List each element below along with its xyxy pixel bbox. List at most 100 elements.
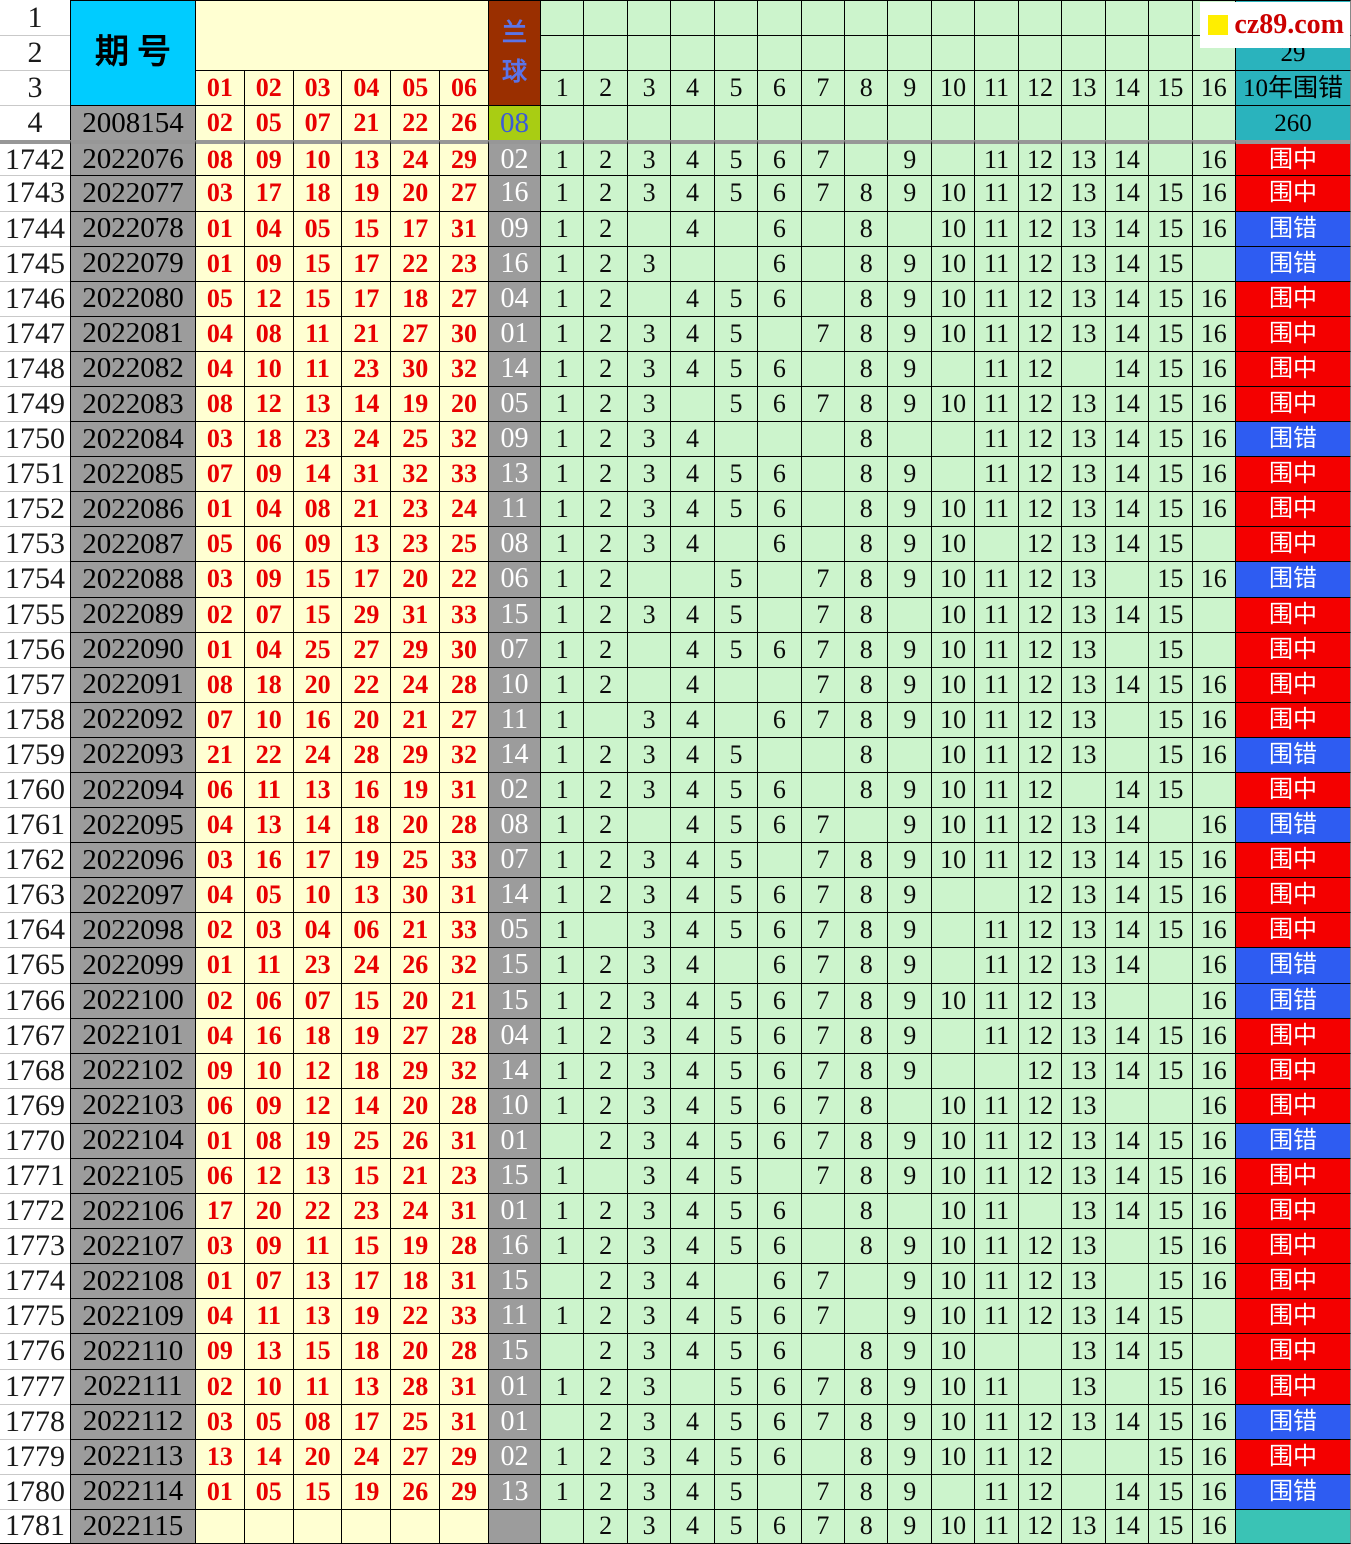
row-index-label: 1742 [0, 140, 70, 176]
status-cell: 围中 [1234, 842, 1351, 878]
grid-mark-cell: 16 [1191, 1193, 1235, 1229]
grid-mark-cell: 6 [757, 526, 801, 562]
grid-mark-cell: 1 [539, 736, 584, 772]
grid-column-header: 3 [626, 70, 671, 106]
grid-mark-cell: 10 [930, 1122, 975, 1158]
grid-mark-cell: 2 [583, 385, 627, 422]
grid-spacer-cell [800, 0, 845, 36]
grid-mark-cell [930, 877, 975, 913]
grid-mark-cell: 11 [974, 1017, 1018, 1053]
grid-mark-cell: 5 [713, 385, 758, 422]
grid-mark-cell: 12 [1017, 280, 1062, 316]
status-cell: 围中 [1234, 1298, 1351, 1334]
grid-mark-cell: 8 [844, 701, 888, 737]
red-ball-cell: 08 [243, 1122, 293, 1158]
red-ball-cell: 32 [439, 947, 488, 983]
red-ball-cell: 24 [390, 1193, 440, 1229]
grid-mark-cell: 11 [974, 736, 1018, 772]
grid-mark-cell: 2 [583, 1193, 627, 1229]
grid-mark-cell: 10 [930, 526, 975, 562]
red-ball-cell: 24 [390, 140, 440, 176]
grid-mark-cell: 15 [1148, 701, 1192, 737]
grid-mark-cell: 1 [539, 842, 584, 878]
grid-spacer-cell [1017, 105, 1062, 141]
grid-mark-cell: 16 [1191, 736, 1235, 772]
grid-mark-cell: 6 [757, 1052, 801, 1088]
red-ball-cell: 32 [390, 456, 440, 492]
grid-mark-cell [1061, 1473, 1105, 1509]
grid-mark-cell: 15 [1148, 245, 1192, 281]
grid-mark-cell: 15 [1148, 350, 1192, 386]
grid-mark-cell: 10 [930, 175, 975, 211]
grid-mark-cell: 5 [713, 596, 758, 632]
blue-ball-cell: 16 [487, 175, 540, 211]
grid-mark-cell: 4 [670, 526, 714, 562]
grid-mark-cell: 15 [1148, 421, 1192, 457]
red-ball-cell: 30 [439, 631, 488, 667]
grid-mark-cell: 6 [757, 1403, 801, 1439]
grid-mark-cell: 9 [887, 947, 931, 983]
blue-ball-cell: 14 [487, 1052, 540, 1088]
grid-mark-cell: 7 [800, 1157, 845, 1194]
red-ball-cell: 17 [341, 280, 391, 316]
row-index-label: 1767 [0, 1017, 70, 1053]
red-ball-cell: 24 [390, 666, 440, 702]
grid-mark-cell: 7 [800, 701, 845, 737]
grid-mark-cell: 6 [757, 175, 801, 211]
blue-ball-cell: 07 [487, 842, 540, 878]
grid-mark-cell: 9 [887, 1473, 931, 1509]
blue-ball-cell: 11 [487, 491, 540, 527]
grid-mark-cell: 11 [974, 140, 1018, 176]
grid-mark-cell: 12 [1017, 561, 1062, 597]
blue-ball-cell: 10 [487, 1087, 540, 1123]
grid-mark-cell: 15 [1148, 210, 1192, 246]
grid-mark-cell [800, 771, 845, 808]
grid-mark-cell: 6 [757, 1193, 801, 1229]
red-ball-cell: 05 [195, 280, 244, 316]
row-index-label: 1764 [0, 912, 70, 948]
grid-mark-cell: 4 [670, 1508, 714, 1544]
grid-mark-cell: 16 [1191, 350, 1235, 386]
grid-mark-cell: 1 [539, 491, 584, 527]
grid-mark-cell: 16 [1191, 1473, 1235, 1509]
grid-mark-cell: 5 [713, 877, 758, 913]
grid-spacer-cell [887, 35, 931, 71]
red-ball-cell: 12 [243, 385, 293, 422]
period-cell: 2022096 [70, 842, 195, 878]
grid-spacer-cell [757, 35, 801, 71]
grid-spacer-cell [757, 105, 801, 141]
status-cell: 围中 [1234, 1017, 1351, 1053]
grid-mark-cell: 7 [800, 631, 845, 667]
grid-mark-cell [1104, 631, 1149, 667]
period-cell: 2008154 [70, 105, 195, 141]
grid-mark-cell: 16 [1191, 982, 1235, 1018]
watermark-cz89-link[interactable]: cz89.com [1200, 2, 1350, 48]
red-ball-cell: 25 [390, 421, 440, 457]
grid-mark-cell: 16 [1191, 280, 1235, 316]
grid-mark-cell: 15 [1148, 666, 1192, 702]
period-cell: 2022094 [70, 771, 195, 808]
red-ball-cell: 23 [390, 491, 440, 527]
red-ball-cell: 22 [390, 1298, 440, 1334]
red-ball-cell: 27 [439, 280, 488, 316]
grid-mark-cell: 3 [626, 491, 671, 527]
status-cell: 围中 [1234, 1157, 1351, 1194]
grid-mark-cell: 11 [974, 982, 1018, 1018]
grid-mark-cell: 15 [1148, 561, 1192, 597]
grid-mark-cell: 9 [887, 1403, 931, 1439]
grid-mark-cell: 2 [583, 1228, 627, 1264]
grid-mark-cell: 2 [583, 175, 627, 211]
blue-ball-header-char: 球 [501, 59, 527, 87]
grid-mark-cell: 12 [1017, 842, 1062, 878]
grid-mark-cell: 12 [1017, 1157, 1062, 1194]
red-ball-cell: 10 [243, 701, 293, 737]
grid-mark-cell: 15 [1148, 1228, 1192, 1264]
grid-mark-cell: 10 [930, 1193, 975, 1229]
red-ball-cell: 20 [390, 982, 440, 1018]
grid-mark-cell [1191, 526, 1235, 562]
grid-mark-cell: 11 [974, 1263, 1018, 1299]
red-ball-cell: 09 [195, 1333, 244, 1369]
grid-mark-cell: 5 [713, 1333, 758, 1369]
grid-mark-cell: 8 [844, 526, 888, 562]
status-cell: 围错 [1234, 210, 1351, 246]
